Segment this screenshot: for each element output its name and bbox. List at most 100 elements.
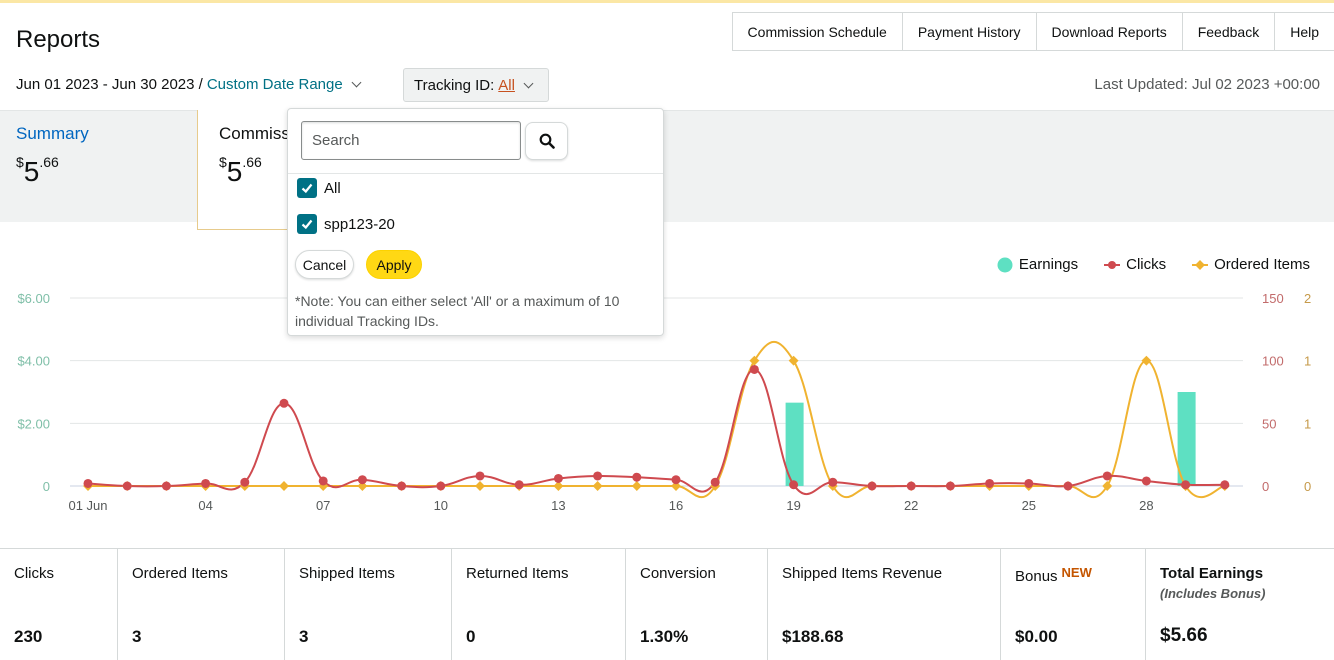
checkbox-checked[interactable] xyxy=(297,214,317,234)
amount-whole: 5 xyxy=(23,156,40,187)
help-button[interactable]: Help xyxy=(1274,13,1334,51)
amount-cents: .66 xyxy=(242,154,262,170)
tracking-id-dropdown[interactable]: Tracking ID: All xyxy=(403,68,549,102)
clicks-point xyxy=(749,364,759,374)
x-axis-tick-label: 22 xyxy=(904,498,918,513)
y-axis-tick-label: $6.00 xyxy=(17,291,50,306)
date-range-row: Jun 01 2023 - Jun 30 2023 / Custom Date … xyxy=(16,76,362,93)
x-axis-tick-label: 01 Jun xyxy=(68,498,107,513)
commission-tab-label: Commission xyxy=(219,124,296,143)
clicks-point xyxy=(1063,481,1073,491)
apply-button[interactable]: Apply xyxy=(366,250,422,279)
option-all[interactable]: All xyxy=(297,178,341,198)
clicks-point xyxy=(867,481,877,491)
clicks-point xyxy=(906,481,916,491)
stat-bonus: Bonus NEW $0.00 xyxy=(1001,549,1146,660)
stat-value: $5.66 xyxy=(1160,625,1208,646)
commission-tab[interactable]: Commission $5.66 xyxy=(197,110,297,230)
ordered-items-line xyxy=(87,341,1226,499)
cancel-button[interactable]: Cancel xyxy=(295,250,354,279)
clicks-point xyxy=(514,480,524,490)
feedback-button[interactable]: Feedback xyxy=(1181,13,1275,51)
ordered-items-point xyxy=(279,481,289,491)
stat-value: 1.30% xyxy=(640,627,689,646)
checkmark-icon xyxy=(301,219,313,230)
legend-label: Ordered Items xyxy=(1214,256,1310,273)
clicks-point xyxy=(122,481,132,491)
download-reports-button[interactable]: Download Reports xyxy=(1035,13,1182,51)
y-axis-clicks-tick-label: 150 xyxy=(1262,291,1284,306)
stat-value: $188.68 xyxy=(782,627,844,646)
legend-earnings[interactable]: Earnings xyxy=(997,256,1078,273)
amount-whole: 5 xyxy=(226,156,243,187)
stat-value: $0.00 xyxy=(1015,627,1058,646)
search-button[interactable] xyxy=(525,122,568,160)
stat-ordered-items: Ordered Items 3 xyxy=(118,549,285,660)
commission-amount: $5.66 xyxy=(219,154,296,188)
selection-note: *Note: You can either select 'All' or a … xyxy=(295,293,620,329)
legend-label: Earnings xyxy=(1018,256,1079,273)
earnings-bar xyxy=(785,402,804,486)
stat-shipped-items: Shipped Items 3 xyxy=(285,549,452,660)
stat-value: 0 xyxy=(466,627,476,646)
legend-ordered-items[interactable]: Ordered Items xyxy=(1192,256,1310,273)
top-nav: Commission Schedule Payment History Down… xyxy=(731,12,1334,51)
clicks-legend-icon xyxy=(1104,260,1121,269)
ordered-items-point xyxy=(475,481,485,491)
stat-value: 230 xyxy=(14,627,43,646)
clicks-point xyxy=(201,478,211,488)
commission-schedule-button[interactable]: Commission Schedule xyxy=(731,13,902,51)
stat-conversion: Conversion 1.30% xyxy=(626,549,768,660)
tracking-id-label: Tracking ID: xyxy=(414,76,495,94)
stat-label: Clicks xyxy=(14,565,54,582)
clicks-point xyxy=(279,398,289,408)
clicks-point xyxy=(671,475,681,485)
y-axis-clicks-tick-label: 100 xyxy=(1262,354,1284,369)
stat-label: Conversion xyxy=(640,565,716,582)
stat-label: Bonus NEW xyxy=(1015,565,1145,585)
stat-label: Shipped Items Revenue xyxy=(782,565,943,582)
search-icon xyxy=(539,133,555,149)
clicks-point xyxy=(1102,471,1112,481)
x-axis-tick-label: 10 xyxy=(434,498,448,513)
legend-clicks[interactable]: Clicks xyxy=(1104,256,1166,273)
checkbox-checked[interactable] xyxy=(297,178,317,198)
clicks-point xyxy=(593,471,603,481)
custom-date-range-link[interactable]: Custom Date Range xyxy=(206,76,343,93)
payment-history-button[interactable]: Payment History xyxy=(901,13,1036,51)
ordered-items-point xyxy=(631,481,642,491)
stat-label: Shipped Items xyxy=(299,565,395,582)
currency-symbol: $ xyxy=(219,154,227,170)
stat-total-earnings: Total Earnings (Includes Bonus) $5.66 xyxy=(1146,549,1334,660)
chevron-down-icon[interactable] xyxy=(351,77,362,88)
checkmark-icon xyxy=(301,183,313,194)
stat-label: Ordered Items xyxy=(132,565,228,582)
y-axis-tick-label: $4.00 xyxy=(17,354,50,369)
y-axis-tick-label: 0 xyxy=(43,479,50,494)
x-axis-tick-label: 04 xyxy=(198,498,212,513)
clicks-point xyxy=(83,478,93,488)
ordered-items-legend-icon xyxy=(1192,259,1209,270)
amount-cents: .66 xyxy=(39,154,59,170)
ordered-items-point xyxy=(671,481,681,491)
option-spp123-20[interactable]: spp123-20 xyxy=(297,214,395,234)
summary-tab-label: Summary xyxy=(16,124,89,143)
earnings-legend-icon xyxy=(997,257,1013,272)
tracking-id-value[interactable]: All xyxy=(498,76,515,94)
x-axis-tick-label: 19 xyxy=(786,498,800,513)
popover-divider xyxy=(288,173,663,174)
clicks-point xyxy=(828,477,838,487)
top-notification-strip xyxy=(0,0,1334,3)
last-updated-text: Last Updated: Jul 02 2023 +00:00 xyxy=(1094,76,1320,93)
clicks-point xyxy=(397,481,407,491)
clicks-point xyxy=(475,471,485,481)
ordered-items-point xyxy=(749,355,760,366)
y-axis-items-tick-label: 1 xyxy=(1304,416,1311,431)
clicks-point xyxy=(1141,476,1151,486)
clicks-point xyxy=(710,477,720,487)
stat-shipped-revenue: Shipped Items Revenue $188.68 xyxy=(768,549,1001,660)
tracking-search-input[interactable] xyxy=(301,121,521,160)
stat-value: 3 xyxy=(132,627,142,646)
summary-tab[interactable]: Summary $5.66 xyxy=(16,124,89,188)
clicks-point xyxy=(789,480,799,490)
